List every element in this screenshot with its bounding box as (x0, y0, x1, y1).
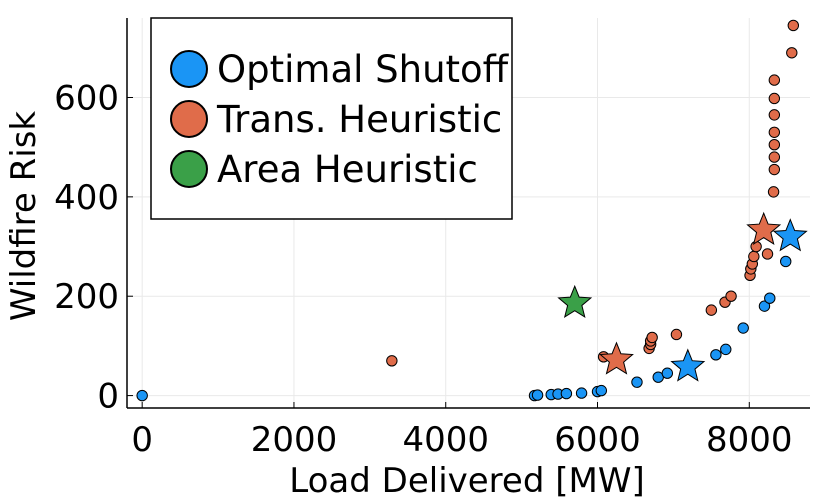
optimal-shutoff-point-6 (575, 387, 588, 399)
trans-heuristic-point-15 (761, 248, 774, 260)
optimal-shutoff-point-14 (737, 322, 749, 334)
optimal-shutoff-point-9 (631, 376, 643, 388)
trans-heuristic-point-20 (768, 126, 781, 138)
optimal-shutoff-point-17 (780, 255, 792, 268)
legend-label-optimal-shutoff: Optimal Shutoff (217, 48, 510, 91)
trans-heuristic-point-6 (670, 328, 683, 341)
y-tick-label-2: 400 (54, 178, 119, 218)
trans-heuristic-point-21 (768, 109, 781, 121)
x-tick-label-0: 0 (131, 420, 153, 460)
y-tick-label-0: 0 (97, 377, 119, 417)
trans-heuristic-point-23 (768, 74, 781, 86)
optimal-shutoff-point-11 (661, 367, 674, 379)
trans-heuristic-point-0 (386, 355, 398, 367)
legend-label-trans-heuristic: Trans. Heuristic (216, 98, 502, 141)
optimal-shutoff-point-13 (720, 343, 732, 356)
trans-heuristic-point-9 (725, 290, 737, 302)
trans-heuristic-star-1 (746, 211, 782, 245)
tick-labels: 0 2000 4000 6000 8000 0 200 400 600 (54, 78, 792, 460)
legend-label-area-heuristic: Area Heuristic (217, 148, 478, 191)
data-stars (557, 211, 808, 382)
trans-heuristic-point-24 (786, 47, 798, 59)
trans-heuristic-point-13 (748, 250, 760, 263)
y-axis-label: Wildfire Risk (4, 111, 44, 322)
trans-heuristic-point-7 (705, 304, 718, 316)
legend-box (150, 17, 513, 220)
axes (126, 18, 810, 409)
optimal-shutoff-point-0 (136, 389, 148, 402)
legend-marker-optimal-shutoff (170, 50, 208, 88)
x-tick-label-3: 6000 (554, 420, 641, 460)
y-tick-label-1: 200 (54, 277, 119, 317)
trans-heuristic-point-17 (768, 163, 781, 176)
x-tick-label-1: 2000 (251, 420, 338, 460)
optimal-shutoff-point-15 (758, 300, 771, 312)
optimal-shutoff-star-1 (772, 218, 808, 252)
x-tick-label-4: 8000 (706, 420, 793, 460)
optimal-shutoff-point-12 (710, 349, 722, 361)
legend-marker-area-heuristic (170, 150, 208, 188)
trans-heuristic-point-16 (767, 186, 780, 198)
x-tick-label-2: 4000 (402, 420, 489, 460)
trans-heuristic-point-22 (768, 92, 781, 105)
trans-heuristic-point-19 (768, 138, 781, 151)
legend: Optimal Shutoff Trans. Heuristic Area Heur… (150, 17, 513, 220)
optimal-shutoff-point-2 (531, 389, 544, 401)
optimal-shutoff-point-16 (764, 292, 776, 304)
optimal-shutoff-star-0 (670, 348, 706, 382)
y-tick-label-3: 600 (54, 78, 119, 118)
optimal-shutoff-point-8 (595, 384, 608, 397)
trans-heuristic-point-5 (646, 331, 658, 344)
optimal-shutoff-point-5 (560, 387, 573, 400)
legend-marker-trans-heuristic (170, 100, 208, 138)
area-heuristic-star-0 (557, 284, 593, 319)
trans-heuristic-star-0 (599, 341, 634, 375)
trans-heuristic-point-25 (787, 19, 800, 32)
x-axis-label: Load Delivered [MW] (289, 461, 644, 498)
trans-heuristic-point-18 (768, 151, 781, 163)
